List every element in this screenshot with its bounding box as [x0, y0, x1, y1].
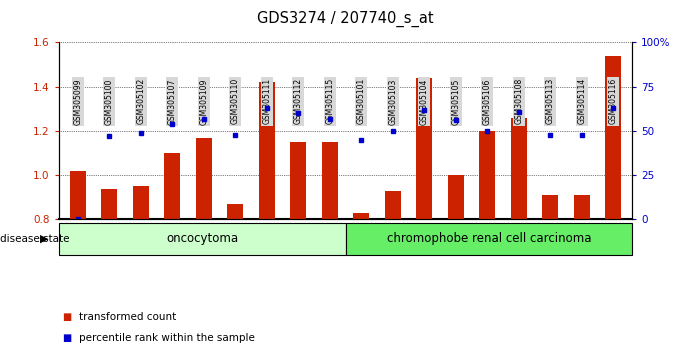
Bar	[227, 204, 243, 219]
Text: oncocytoma: oncocytoma	[166, 233, 238, 245]
Text: GSM305100: GSM305100	[104, 78, 113, 125]
Text: transformed count: transformed count	[79, 312, 177, 322]
Text: GSM305105: GSM305105	[451, 78, 460, 125]
Bar	[102, 188, 117, 219]
Text: GSM305112: GSM305112	[294, 78, 303, 124]
Bar	[574, 195, 589, 219]
Text: GSM305103: GSM305103	[388, 78, 397, 125]
Text: GSM305106: GSM305106	[483, 78, 492, 125]
Bar	[164, 153, 180, 219]
Text: GDS3274 / 207740_s_at: GDS3274 / 207740_s_at	[257, 11, 434, 27]
Text: GSM305111: GSM305111	[262, 78, 272, 124]
Bar	[322, 142, 338, 219]
Bar	[59, 223, 346, 255]
Text: chromophobe renal cell carcinoma: chromophobe renal cell carcinoma	[387, 233, 591, 245]
Text: GSM305102: GSM305102	[136, 78, 145, 125]
Text: GSM305110: GSM305110	[231, 78, 240, 125]
Text: GSM305101: GSM305101	[357, 78, 366, 125]
Text: GSM305114: GSM305114	[578, 78, 587, 125]
Bar	[353, 213, 369, 219]
Bar	[290, 142, 306, 219]
Bar	[259, 82, 274, 219]
Text: ■: ■	[62, 312, 71, 322]
Text: GSM305108: GSM305108	[514, 78, 523, 125]
Text: ■: ■	[62, 332, 71, 343]
Bar	[417, 78, 432, 219]
Text: percentile rank within the sample: percentile rank within the sample	[79, 332, 256, 343]
Text: GSM305115: GSM305115	[325, 78, 334, 125]
Bar	[70, 171, 86, 219]
Text: disease state: disease state	[0, 234, 70, 244]
Bar	[542, 195, 558, 219]
Text: GSM305113: GSM305113	[546, 78, 555, 125]
Bar	[385, 191, 401, 219]
Bar	[133, 186, 149, 219]
Bar	[511, 118, 527, 219]
Text: GSM305107: GSM305107	[168, 78, 177, 125]
Bar	[196, 138, 211, 219]
Bar	[605, 56, 621, 219]
Text: GSM305099: GSM305099	[73, 78, 82, 125]
Bar	[480, 131, 495, 219]
Text: GSM305104: GSM305104	[419, 78, 429, 125]
Bar	[346, 223, 632, 255]
Bar	[448, 175, 464, 219]
Text: GSM305116: GSM305116	[609, 78, 618, 125]
Text: GSM305109: GSM305109	[199, 78, 208, 125]
Text: ▶: ▶	[40, 234, 48, 244]
